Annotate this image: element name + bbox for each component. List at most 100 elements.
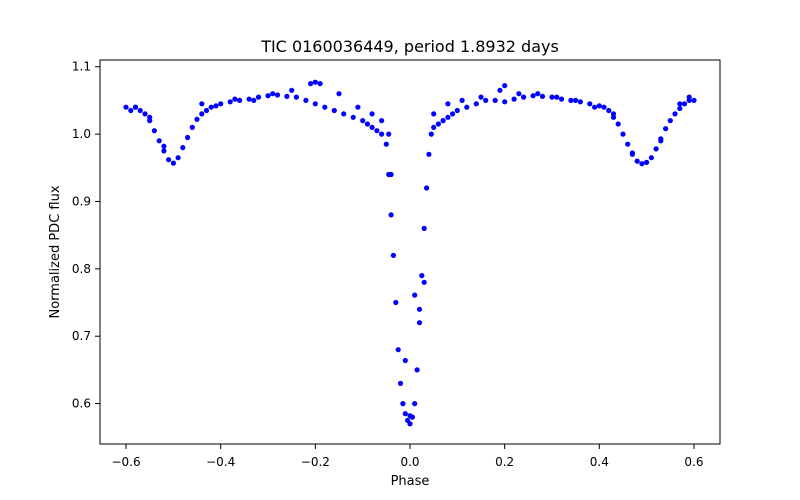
data-point bbox=[360, 118, 366, 124]
data-point bbox=[232, 96, 238, 102]
data-point bbox=[535, 91, 541, 97]
data-point bbox=[629, 150, 636, 156]
data-point bbox=[686, 94, 692, 100]
data-point bbox=[435, 121, 441, 127]
data-point bbox=[492, 97, 498, 103]
data-point bbox=[390, 252, 396, 258]
data-point bbox=[691, 97, 697, 103]
data-point bbox=[454, 107, 460, 114]
data-point bbox=[350, 114, 356, 120]
data-point bbox=[558, 96, 565, 102]
x-tick-label: −0.4 bbox=[206, 455, 235, 469]
data-point bbox=[255, 94, 262, 100]
y-tick-label: 1.1 bbox=[72, 60, 91, 74]
data-point bbox=[388, 171, 394, 178]
data-point bbox=[303, 97, 309, 103]
data-point bbox=[497, 87, 503, 93]
data-point bbox=[412, 292, 418, 298]
data-point bbox=[161, 143, 167, 149]
y-tick-label: 0.7 bbox=[72, 329, 91, 343]
data-point bbox=[502, 83, 508, 89]
y-tick-label: 1.0 bbox=[72, 127, 91, 141]
data-point bbox=[393, 299, 399, 306]
data-point bbox=[615, 121, 621, 127]
y-tick-label: 0.9 bbox=[72, 194, 91, 208]
data-point bbox=[473, 101, 479, 107]
data-point bbox=[502, 99, 508, 105]
scatter-points bbox=[123, 79, 697, 427]
data-point bbox=[667, 118, 673, 124]
data-point bbox=[625, 141, 631, 147]
data-point bbox=[416, 320, 423, 326]
data-point bbox=[445, 114, 451, 120]
data-point bbox=[648, 155, 655, 161]
data-point bbox=[237, 97, 243, 103]
data-point bbox=[402, 357, 408, 364]
x-axis-label: Phase bbox=[391, 474, 430, 489]
data-point bbox=[341, 111, 347, 117]
data-point bbox=[123, 104, 129, 110]
data-point bbox=[592, 104, 598, 110]
data-point bbox=[419, 273, 425, 279]
x-tick-label: −0.6 bbox=[111, 455, 140, 469]
data-point bbox=[416, 306, 423, 312]
data-point bbox=[395, 347, 401, 353]
data-point bbox=[450, 111, 456, 117]
data-point bbox=[369, 124, 375, 130]
data-point bbox=[653, 146, 659, 152]
data-point bbox=[516, 91, 522, 97]
x-tick-label: −0.2 bbox=[301, 455, 330, 469]
data-point bbox=[511, 96, 517, 102]
data-point bbox=[554, 94, 560, 100]
data-point bbox=[199, 111, 205, 117]
data-point bbox=[428, 131, 434, 137]
data-point bbox=[644, 159, 650, 165]
data-point bbox=[312, 101, 318, 107]
data-point bbox=[369, 111, 375, 117]
data-point bbox=[185, 134, 191, 141]
data-point bbox=[175, 155, 181, 161]
data-point bbox=[464, 104, 470, 110]
data-point bbox=[289, 87, 295, 93]
data-point bbox=[364, 121, 370, 127]
data-point bbox=[573, 97, 579, 103]
data-point bbox=[147, 114, 153, 120]
data-point bbox=[355, 104, 361, 110]
data-point bbox=[386, 131, 392, 137]
data-point bbox=[601, 104, 607, 110]
data-point bbox=[227, 99, 233, 105]
data-point bbox=[208, 104, 214, 110]
x-tick-label: 0.6 bbox=[684, 455, 703, 469]
x-tick-label: 0.4 bbox=[590, 455, 609, 469]
plot-area bbox=[100, 60, 720, 444]
data-point bbox=[681, 101, 688, 107]
data-point bbox=[270, 91, 276, 97]
data-point bbox=[151, 128, 157, 134]
data-point bbox=[331, 107, 337, 114]
data-point bbox=[379, 118, 385, 124]
data-point bbox=[336, 91, 342, 97]
data-point bbox=[431, 124, 437, 130]
data-point bbox=[459, 97, 465, 103]
data-point bbox=[402, 411, 408, 417]
data-point bbox=[587, 101, 593, 107]
x-tick-label: 0.0 bbox=[400, 455, 419, 469]
data-point bbox=[483, 97, 489, 103]
data-point bbox=[445, 101, 451, 107]
data-point bbox=[414, 367, 420, 373]
chart-title: TIC 0160036449, period 1.8932 days bbox=[260, 37, 559, 56]
data-point bbox=[265, 93, 271, 99]
y-axis-label: Normalized PDC flux bbox=[48, 185, 63, 318]
data-point bbox=[530, 93, 536, 99]
data-point bbox=[166, 157, 172, 163]
data-point bbox=[426, 151, 432, 157]
data-point bbox=[379, 131, 385, 137]
data-point bbox=[677, 101, 683, 107]
data-point bbox=[308, 81, 314, 87]
data-point bbox=[677, 105, 683, 112]
data-point bbox=[672, 111, 678, 117]
data-point bbox=[246, 96, 252, 102]
data-point bbox=[412, 401, 418, 407]
data-point bbox=[137, 107, 143, 114]
